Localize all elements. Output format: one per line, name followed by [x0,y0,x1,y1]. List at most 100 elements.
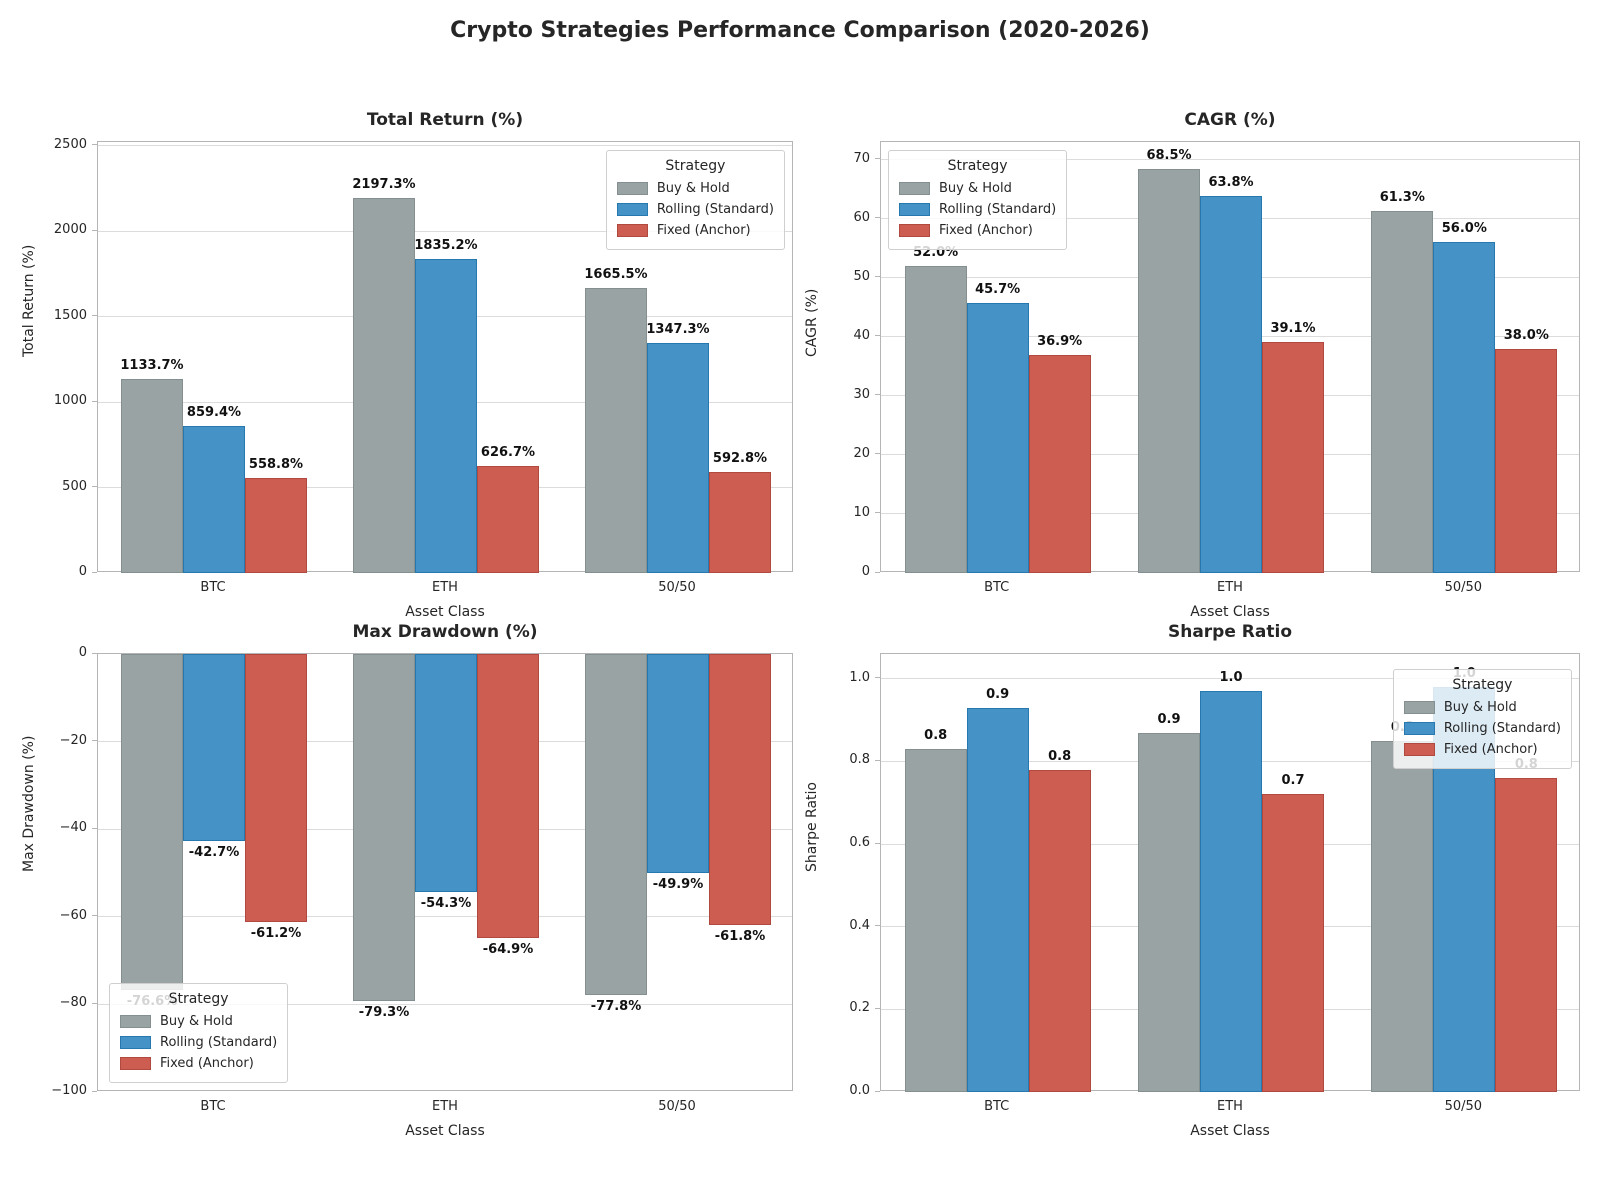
bar-fixed-anchor-btc [1028,355,1091,573]
legend-swatch-rolling-standard [616,203,648,216]
y-tick-mark [92,315,97,317]
bar-rolling-standard-50-50 [647,342,709,573]
y-tick-label: 50 [853,268,870,284]
y-tick-mark [92,571,97,573]
y-tick-mark [92,1090,97,1092]
x-axis-label-total-return: Asset Class [405,604,485,620]
gridline [98,1003,792,1005]
legend-swatch-fixed-anchor [1403,743,1435,756]
legend-item-rolling-standard: Rolling (Standard) [1403,718,1561,739]
x-tick-label-eth: ETH [432,1099,458,1114]
legend-item-fixed-anchor: Fixed (Anchor) [899,220,1056,241]
legend-label: Buy & Hold [656,181,730,196]
y-tick-mark [875,677,880,679]
bar-value-label: 36.9% [1037,334,1083,350]
legend-title: Strategy [665,158,726,174]
y-tick-label: 1000 [53,393,87,409]
x-tick-label-eth: ETH [432,580,458,595]
y-tick-mark [875,276,880,278]
x-tick-label-btc: BTC [200,1099,226,1114]
y-tick-mark [875,1007,880,1009]
y-tick-mark [875,571,880,573]
y-tick-label: −60 [59,907,87,923]
x-axis-label-cagr: Asset Class [1190,604,1270,620]
bar-value-label: 63.8% [1208,175,1254,191]
bar-value-label: 0.8 [924,728,948,744]
legend-title: Strategy [947,158,1008,174]
bar-value-label: 859.4% [186,405,242,421]
bar-buy-hold-btc [904,265,967,573]
x-tick-label-50-50: 50/50 [1444,580,1483,595]
y-tick-label: −20 [59,732,87,748]
bar-value-label: 1133.7% [120,358,184,374]
legend-item-fixed-anchor: Fixed (Anchor) [616,220,774,241]
bar-fixed-anchor-eth [477,654,539,939]
bar-buy-hold-eth [353,197,415,573]
bar-value-label: 1.0 [1219,670,1243,686]
legend-item-rolling-standard: Rolling (Standard) [899,199,1056,220]
x-axis-label-max-drawdown: Asset Class [405,1123,485,1139]
x-tick-label-50-50: 50/50 [1444,1099,1483,1114]
y-tick-label: −80 [59,995,87,1011]
y-tick-mark [92,652,97,654]
legend-label: Buy & Hold [160,1014,233,1029]
bar-buy-hold-50-50 [1371,740,1434,1092]
legend-title: Strategy [1452,677,1513,693]
legend-item-buy-hold: Buy & Hold [899,178,1056,199]
x-axis-label-sharpe-ratio: Asset Class [1190,1123,1270,1139]
bar-value-label: -77.8% [590,998,642,1014]
x-tick-label-btc: BTC [984,580,1010,595]
bar-buy-hold-eth [1138,168,1200,573]
y-tick-mark [875,158,880,160]
legend-title: Strategy [168,991,229,1007]
legend-sharpe-ratio: Strategy Buy & Hold Rolling (Standard) Fixe… [1392,669,1572,769]
legend-swatch-fixed-anchor [120,1057,151,1070]
y-tick-mark [92,400,97,402]
legend-item-buy-hold: Buy & Hold [616,178,774,199]
subplot-title-sharpe-ratio: Sharpe Ratio [1167,622,1292,642]
y-tick-label: 1500 [53,307,87,323]
legend-label: Fixed (Anchor) [1443,742,1538,757]
y-tick-mark [875,842,880,844]
legend-item-buy-hold: Buy & Hold [120,1011,277,1032]
y-tick-label: 1.0 [849,669,870,685]
bar-value-label: 61.3% [1379,190,1425,206]
y-tick-mark [875,453,880,455]
y-tick-label: 0.0 [849,1083,870,1098]
y-tick-mark [875,925,880,927]
bar-value-label: 45.7% [975,282,1021,298]
legend-max-drawdown: Strategy Buy & Hold Rolling (Standard) Fixe… [109,983,289,1083]
bar-buy-hold-50-50 [585,288,647,573]
x-tick-label-btc: BTC [984,1099,1010,1114]
gridline [881,159,1579,161]
legend-label: Fixed (Anchor) [160,1056,254,1071]
axes-sharpe-ratio: 0.80.90.80.91.00.70.81.00.8StrategyBuy &… [880,653,1580,1092]
y-tick-label: 2500 [53,136,87,152]
y-tick-label: −40 [59,820,87,836]
bar-fixed-anchor-eth [1262,342,1324,573]
legend-label: Fixed (Anchor) [656,223,751,238]
bar-value-label: 0.9 [986,686,1010,702]
x-tick-label-eth: ETH [1217,1099,1243,1114]
y-tick-label: 60 [853,209,870,225]
x-tick-label-eth: ETH [1217,580,1243,595]
legend-label: Rolling (Standard) [160,1035,278,1050]
legend-label: Rolling (Standard) [1443,721,1561,736]
legend-label: Rolling (Standard) [939,202,1057,217]
legend-swatch-buy-hold [1403,701,1435,714]
bar-rolling-standard-btc [966,707,1029,1092]
bar-rolling-standard-eth [1200,196,1262,573]
bar-value-label: 68.5% [1146,147,1192,163]
bar-fixed-anchor-eth [1262,794,1324,1092]
legend-swatch-buy-hold [120,1015,151,1028]
bar-fixed-anchor-50-50 [1495,348,1558,573]
legend-swatch-rolling-standard [1403,722,1435,735]
bar-fixed-anchor-50-50 [1495,777,1558,1092]
y-tick-mark [875,1090,880,1092]
bar-rolling-standard-btc [183,426,245,573]
y-tick-label: 0 [861,564,870,579]
y-tick-label: −100 [51,1083,87,1098]
bar-buy-hold-btc [121,654,183,990]
y-tick-label: 40 [853,327,870,343]
